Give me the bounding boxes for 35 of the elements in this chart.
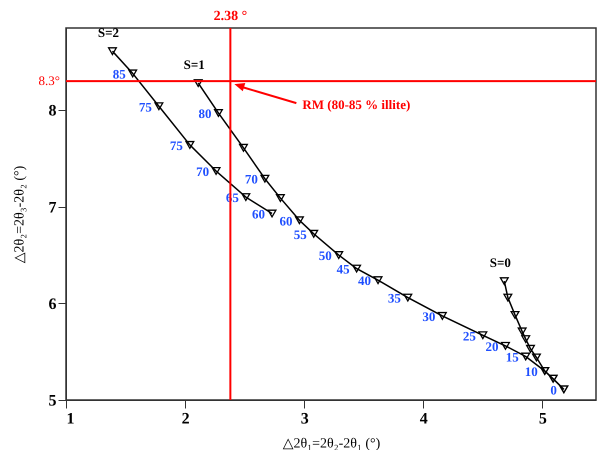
annotation: 45 [336,262,350,277]
annotation: 35 [388,290,402,306]
annotation: 15 [506,350,520,365]
annotation: 10 [524,364,538,380]
annotation: RM (80-85 % illite) [302,97,410,112]
x-tick-label: 1 [66,410,74,428]
y-tick-label: 6 [48,296,56,313]
x-tick-label: 4 [420,410,428,428]
annotation: 60 [252,206,266,222]
annotation: 55 [294,226,308,242]
ref-line-label: 2.38 ° [214,9,248,24]
x-tick-label: 5 [538,410,547,428]
y-axis-title: △2θ₂=2θ₃-2θ₂ (°) [12,165,28,264]
annotation: 0 [550,382,557,398]
annotation: 75 [138,99,152,114]
series-label: S=1 [184,57,205,72]
annotation: 20 [485,338,498,354]
y-tick-label: 5 [48,392,56,410]
annotation: 25 [462,328,476,344]
annotation: 40 [358,273,372,288]
annotation: 70 [196,164,210,180]
y-tick-label: 7 [48,199,56,216]
series-label: S=2 [98,25,120,40]
series-label: S=0 [490,255,511,270]
ref-line-label: 8.3° [38,73,60,88]
x-tick-label: 2 [182,410,190,428]
annotation: 50 [318,248,332,264]
x-tick-label: 3 [300,410,309,428]
annotation: 75 [170,138,184,153]
annotation: 60 [279,213,292,228]
annotation: 80 [198,106,212,122]
y-tick-label: 8 [48,102,56,120]
annotation: 30 [422,308,436,324]
annotation: 85 [112,66,126,82]
annotation: 70 [244,172,258,187]
